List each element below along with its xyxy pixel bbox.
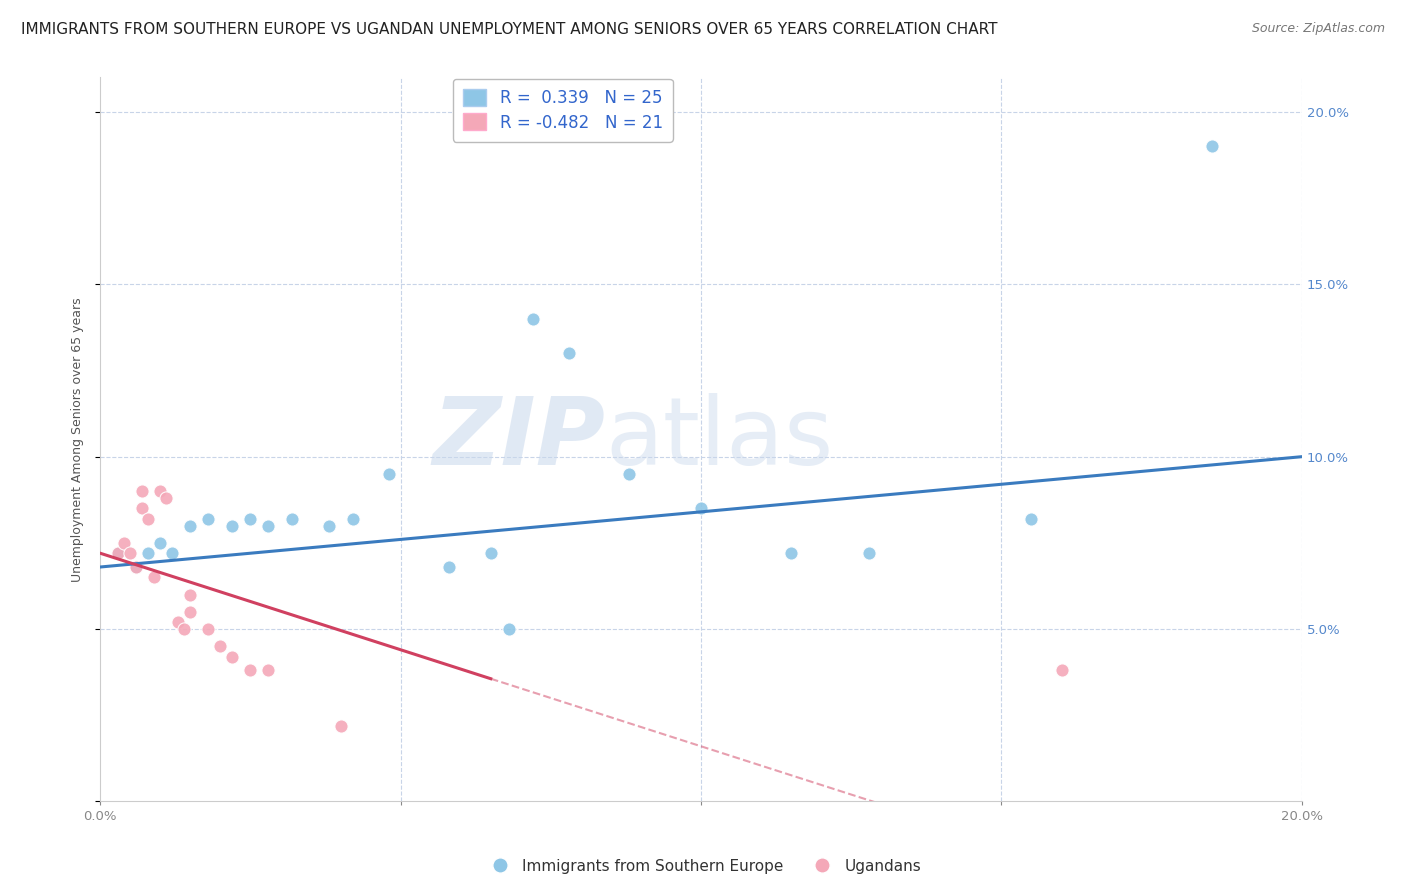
Point <box>197 622 219 636</box>
Point <box>281 512 304 526</box>
Text: ZIP: ZIP <box>432 393 605 485</box>
Point <box>155 491 177 505</box>
Point <box>437 560 460 574</box>
Point <box>780 546 803 560</box>
Point <box>239 664 262 678</box>
Point <box>858 546 880 560</box>
Point <box>173 622 195 636</box>
Point <box>257 664 280 678</box>
Point <box>149 484 172 499</box>
Point <box>221 518 243 533</box>
Point <box>143 570 166 584</box>
Point <box>179 518 201 533</box>
Point <box>342 512 364 526</box>
Point <box>197 512 219 526</box>
Point <box>1050 664 1073 678</box>
Point <box>690 501 713 516</box>
Point <box>318 518 340 533</box>
Point <box>1201 139 1223 153</box>
Point <box>209 640 232 654</box>
Legend: Immigrants from Southern Europe, Ugandans: Immigrants from Southern Europe, Ugandan… <box>478 853 928 880</box>
Point <box>120 546 142 560</box>
Point <box>149 536 172 550</box>
Text: Source: ZipAtlas.com: Source: ZipAtlas.com <box>1251 22 1385 36</box>
Point <box>479 546 502 560</box>
Point <box>131 501 153 516</box>
Point <box>112 536 135 550</box>
Point <box>136 512 159 526</box>
Point <box>221 649 243 664</box>
Point <box>179 605 201 619</box>
Point <box>179 588 201 602</box>
Point <box>1021 512 1043 526</box>
Text: atlas: atlas <box>605 393 834 485</box>
Point <box>617 467 640 481</box>
Point <box>257 518 280 533</box>
Point <box>558 346 581 360</box>
Point <box>107 546 129 560</box>
Point <box>329 718 352 732</box>
Y-axis label: Unemployment Among Seniors over 65 years: Unemployment Among Seniors over 65 years <box>72 297 84 582</box>
Point <box>498 622 520 636</box>
Point <box>522 311 544 326</box>
Point <box>167 615 190 630</box>
Point <box>239 512 262 526</box>
Legend: R =  0.339   N = 25, R = -0.482   N = 21: R = 0.339 N = 25, R = -0.482 N = 21 <box>453 78 672 142</box>
Point <box>125 560 148 574</box>
Point <box>162 546 184 560</box>
Point <box>136 546 159 560</box>
Point <box>377 467 399 481</box>
Point <box>125 560 148 574</box>
Text: IMMIGRANTS FROM SOUTHERN EUROPE VS UGANDAN UNEMPLOYMENT AMONG SENIORS OVER 65 YE: IMMIGRANTS FROM SOUTHERN EUROPE VS UGAND… <box>21 22 998 37</box>
Point <box>107 546 129 560</box>
Point <box>131 484 153 499</box>
